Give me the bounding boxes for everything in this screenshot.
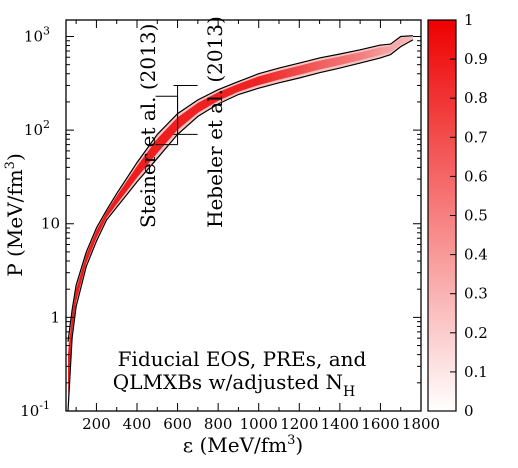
y-tick-exp: 2 bbox=[43, 118, 50, 131]
colorbar: 0 0.1 0.2 0.3 0.4 0.5 0.6 0.7 0.8 0.9 1 bbox=[427, 11, 488, 420]
y-tick-label: 1 bbox=[50, 308, 60, 326]
band-lower-boundary bbox=[67, 39, 414, 411]
colorbar-tick-label: 0.2 bbox=[464, 324, 488, 342]
x-tick-label: 400 bbox=[123, 415, 152, 433]
legend-line-2: QLMXBs w/adjusted NH bbox=[113, 370, 355, 400]
colorbar-ticks: 0 0.1 0.2 0.3 0.4 0.5 0.6 0.7 0.8 0.9 1 bbox=[450, 11, 488, 420]
x-axis-label-text: ε (MeV/fm bbox=[183, 433, 287, 457]
plot-area: 200 400 600 800 1000 1200 1400 1600 1800 10-1110… bbox=[3, 16, 440, 457]
x-axis: 200 400 600 800 1000 1200 1400 1600 1800 bbox=[75, 20, 440, 433]
x-tick-label: 800 bbox=[204, 415, 233, 433]
colorbar-tick-label: 0.1 bbox=[464, 363, 488, 381]
x-tick-label: 1600 bbox=[361, 415, 399, 433]
y-tick-label: 102 bbox=[24, 118, 50, 139]
hebeler-label: Hebeler et al. (2013) bbox=[203, 16, 227, 228]
x-tick-label: 1400 bbox=[321, 415, 359, 433]
colorbar-tick-label: 0.4 bbox=[464, 246, 488, 264]
legend-line-1: Fiducial EOS, PREs, and bbox=[118, 347, 367, 371]
x-axis-label-close: ) bbox=[295, 433, 303, 457]
y-axis-label-exp: 3 bbox=[3, 161, 18, 169]
x-tick-label: 1200 bbox=[280, 415, 318, 433]
y-tick-exp: 3 bbox=[43, 24, 50, 37]
y-tick-exp: -1 bbox=[39, 399, 50, 412]
x-tick-label: 1800 bbox=[402, 415, 440, 433]
colorbar-tick-label: 0.7 bbox=[464, 128, 488, 146]
y-tick-base: 10 bbox=[24, 27, 43, 45]
colorbar-tick-label: 0.5 bbox=[464, 207, 488, 225]
colorbar-tick-label: 0.6 bbox=[464, 167, 488, 185]
x-tick-label: 600 bbox=[163, 415, 192, 433]
y-tick-base: 10 bbox=[20, 402, 39, 420]
legend-line-2-text: QLMXBs w/adjusted N bbox=[113, 370, 343, 394]
x-tick-label: 1000 bbox=[240, 415, 278, 433]
colorbar-tick-label: 0.8 bbox=[464, 89, 488, 107]
heatmap-band-core bbox=[68, 36, 413, 396]
band-upper-boundary bbox=[67, 35, 413, 342]
colorbar-tick-label: 1 bbox=[464, 11, 474, 29]
x-axis-label: ε (MeV/fm3) bbox=[183, 433, 303, 457]
y-tick-label: 10-1 bbox=[20, 399, 50, 420]
colorbar-tick-label: 0.3 bbox=[464, 285, 488, 303]
legend-subscript: H bbox=[343, 384, 355, 400]
y-axis-label-text: P (MeV/fm bbox=[3, 169, 27, 277]
hebeler-error-bar bbox=[173, 84, 198, 135]
x-axis-label-exp: 3 bbox=[287, 433, 295, 448]
colorbar-tick-label: 0 bbox=[464, 402, 474, 420]
y-tick-base: 10 bbox=[24, 121, 43, 139]
y-tick-label: 10 bbox=[41, 215, 60, 233]
plot-frame bbox=[65, 19, 422, 412]
y-tick-label: 103 bbox=[24, 24, 50, 45]
steiner-label: Steiner et al. (2013) bbox=[136, 24, 160, 228]
x-tick-label: 200 bbox=[82, 415, 111, 433]
colorbar-tick-label: 0.9 bbox=[464, 50, 488, 68]
y-axis-label: P (MeV/fm3) bbox=[3, 153, 27, 277]
y-axis-label-close: ) bbox=[3, 153, 27, 161]
